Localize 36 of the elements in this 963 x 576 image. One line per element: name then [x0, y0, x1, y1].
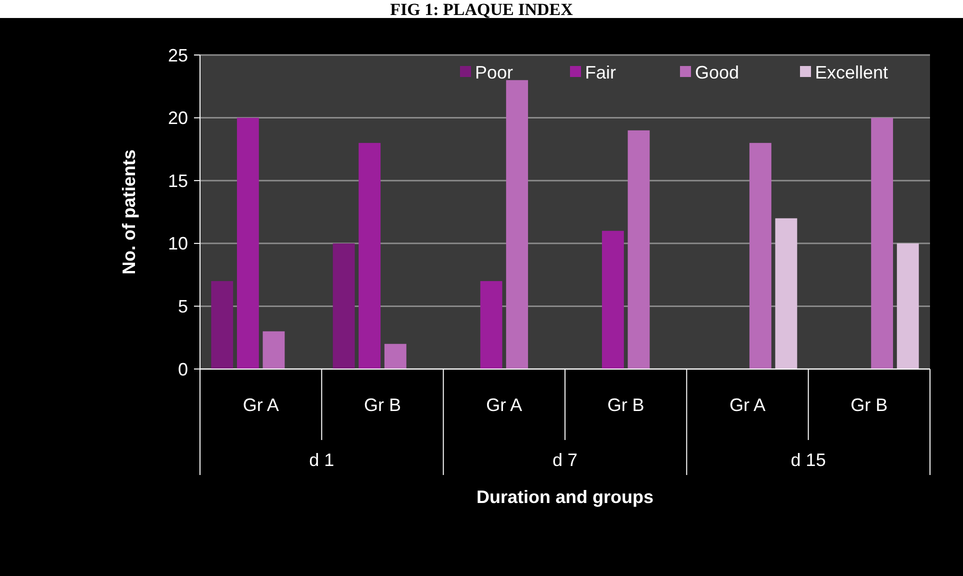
legend-label: Good	[695, 62, 740, 82]
text: d 7	[552, 450, 578, 470]
bar	[896, 243, 919, 369]
text: d 15	[790, 450, 826, 470]
x-tick-label: Gr B	[607, 395, 644, 415]
bar	[358, 142, 381, 369]
bar	[211, 281, 234, 369]
bar	[332, 243, 355, 369]
bar	[480, 281, 502, 369]
y-tick-label: 15	[168, 170, 188, 191]
bar	[775, 218, 798, 369]
bar	[628, 130, 650, 369]
x-tick-label: Gr A	[729, 395, 766, 415]
y-tick-label: 20	[168, 108, 188, 128]
bar	[236, 118, 259, 369]
bar	[749, 142, 772, 369]
bar	[262, 331, 285, 369]
y-tick-label: 0	[178, 359, 188, 380]
bar	[384, 344, 406, 369]
y-tick-label: 5	[178, 296, 188, 316]
legend-label: Poor	[475, 62, 514, 82]
legend-label: Fair	[585, 62, 616, 82]
x-tick-label: Gr A	[242, 395, 279, 415]
chart-title: FIG 1: PLAQUE INDEX	[390, 0, 574, 19]
x-axis-title: Duration and groups	[476, 487, 654, 507]
bar	[871, 118, 894, 369]
y-axis-title: No. of patients	[119, 150, 139, 274]
legend-label: Excellent	[815, 62, 888, 82]
x-tick-label: Gr B	[364, 395, 402, 415]
y-tick-label: 25	[168, 45, 188, 66]
bar	[506, 80, 528, 369]
x-tick-label: Gr A	[486, 395, 522, 415]
x-tick-label: Gr B	[850, 395, 888, 415]
bar	[602, 230, 624, 369]
y-tick-label: 10	[168, 234, 188, 254]
text: d 1	[309, 450, 334, 470]
